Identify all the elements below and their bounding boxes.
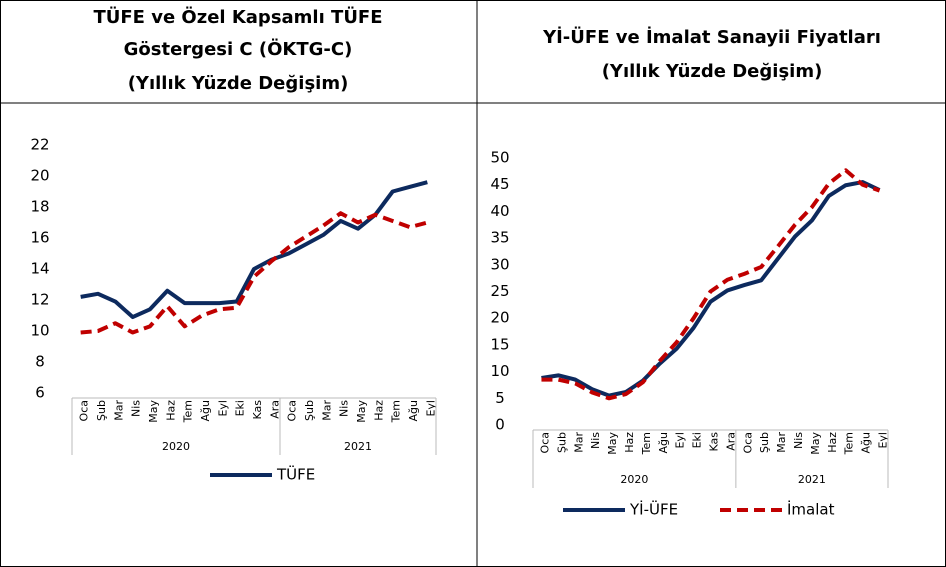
- x-tick-label: May: [809, 432, 822, 455]
- x-tick-label: Ara: [724, 432, 737, 451]
- x-tick-label: Nis: [589, 432, 602, 449]
- x-tick-label: Şub: [758, 432, 771, 453]
- chart-title: (Yıllık Yüzde Değişim): [602, 61, 823, 82]
- x-tick-label: Eki: [234, 400, 247, 416]
- y-tick-label: 25: [490, 282, 509, 300]
- y-tick-label: 20: [490, 309, 509, 327]
- x-tick-label: Tem: [182, 400, 195, 423]
- series-line: [80, 180, 428, 320]
- y-tick-label: 22: [30, 136, 49, 154]
- x-tick-label: Eyl: [674, 432, 687, 449]
- x-tick-label: Oca: [538, 432, 551, 453]
- x-tick-label: Haz: [623, 432, 636, 453]
- y-tick-label: 5: [495, 389, 505, 407]
- x-tick-label: Mar: [112, 400, 125, 421]
- x-tick-label: Ağu: [407, 400, 420, 421]
- y-tick-label: 8: [35, 353, 45, 371]
- x-tick-label: Eyl: [424, 400, 437, 417]
- group-label: 2020: [162, 440, 190, 453]
- x-tick-label: Kas: [251, 400, 264, 420]
- y-tick-label: 35: [490, 229, 509, 247]
- chart-title: Göstergesi C (ÖKTG-C): [124, 38, 353, 60]
- y-tick-label: 10: [30, 322, 49, 340]
- x-tick-label: Eyl: [877, 432, 890, 449]
- x-tick-label: Eyl: [216, 400, 229, 417]
- x-tick-label: Mar: [775, 432, 788, 453]
- x-tick-label: Ağu: [199, 400, 212, 421]
- x-tick-label: Tem: [390, 400, 403, 423]
- x-tick-label: Mar: [320, 400, 333, 421]
- x-tick-label: Haz: [372, 400, 385, 421]
- y-tick-label: 45: [490, 175, 509, 193]
- x-tick-label: May: [355, 400, 368, 423]
- group-label: 2021: [798, 473, 826, 486]
- x-tick-label: Ara: [268, 400, 281, 419]
- x-tick-label: Şub: [303, 400, 316, 421]
- legend-label: TÜFE: [276, 465, 315, 484]
- series-line: [541, 168, 881, 401]
- y-tick-label: 12: [30, 291, 49, 309]
- x-tick-label: Oca: [741, 432, 754, 453]
- x-tick-label: Nis: [338, 400, 351, 417]
- x-tick-label: May: [147, 400, 160, 423]
- series-line: [541, 180, 881, 398]
- y-tick-label: 10: [490, 362, 509, 380]
- x-tick-label: Ağu: [657, 432, 670, 453]
- y-tick-label: 15: [490, 335, 509, 353]
- x-tick-label: Tem: [640, 432, 653, 455]
- x-tick-label: Mar: [572, 432, 585, 453]
- x-tick-label: Oca: [78, 400, 91, 421]
- y-tick-label: 40: [490, 202, 509, 220]
- x-tick-label: Ağu: [860, 432, 873, 453]
- y-tick-label: 16: [30, 229, 49, 247]
- y-tick-label: 50: [490, 149, 509, 167]
- x-tick-label: Şub: [555, 432, 568, 453]
- legend-label: Yİ-ÜFE: [629, 500, 678, 519]
- legend-label: İmalat: [787, 500, 835, 519]
- x-tick-label: May: [606, 432, 619, 455]
- chart-title: Yİ-ÜFE ve İmalat Sanayii Fiyatları: [542, 26, 881, 48]
- group-label: 2021: [344, 440, 372, 453]
- chart-title: (Yıllık Yüzde Değişim): [128, 73, 349, 94]
- chart-title: TÜFE ve Özel Kapsamlı TÜFE: [93, 6, 382, 28]
- x-tick-label: Tem: [843, 432, 856, 455]
- group-label: 2020: [620, 473, 648, 486]
- x-tick-label: Haz: [164, 400, 177, 421]
- x-tick-label: Kas: [708, 432, 721, 452]
- y-tick-label: 0: [495, 416, 505, 434]
- x-tick-label: Nis: [792, 432, 805, 449]
- x-tick-label: Eki: [691, 432, 704, 448]
- x-tick-label: Şub: [95, 400, 108, 421]
- x-tick-label: Oca: [286, 400, 299, 421]
- y-tick-label: 18: [30, 198, 49, 216]
- series-line: [80, 211, 428, 335]
- y-tick-label: 20: [30, 167, 49, 185]
- x-tick-label: Haz: [826, 432, 839, 453]
- x-tick-label: Nis: [130, 400, 143, 417]
- y-tick-label: 6: [35, 384, 45, 402]
- y-tick-label: 14: [30, 260, 49, 278]
- y-tick-label: 30: [490, 255, 509, 273]
